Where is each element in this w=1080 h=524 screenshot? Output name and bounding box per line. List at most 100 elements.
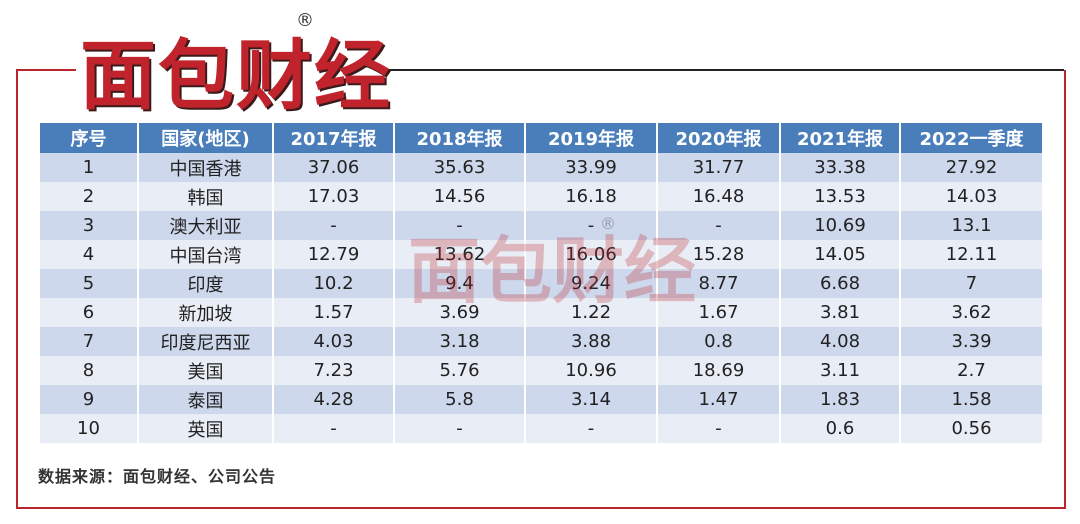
table-cell: 12.11 <box>899 240 1044 269</box>
table-cell: 8 <box>38 356 139 385</box>
table-cell: 1.58 <box>899 385 1044 414</box>
table-row: 8 美国 7.23 5.76 10.96 18.69 3.11 2.7 <box>38 356 1044 385</box>
table-cell: - <box>272 414 395 443</box>
table-cell: 7.23 <box>272 356 395 385</box>
table-cell: 1 <box>38 153 139 182</box>
table-cell: 7 <box>899 269 1044 298</box>
watermark-registered: ® <box>600 214 616 233</box>
table-cell: 3.88 <box>524 327 658 356</box>
table-cell: 35.63 <box>393 153 526 182</box>
table-cell: 10.69 <box>779 211 901 240</box>
table-cell: 4.08 <box>779 327 901 356</box>
table-cell: 10.96 <box>524 356 658 385</box>
table-cell: 13.62 <box>393 240 526 269</box>
table-cell: 3.69 <box>393 298 526 327</box>
column-header: 国家(地区) <box>137 123 274 153</box>
header-row: 序号 国家(地区) 2017年报 2018年报 2019年报 2020年报 2021年报 20… <box>38 123 1044 153</box>
table-cell: 3.11 <box>779 356 901 385</box>
table-cell: 5 <box>38 269 139 298</box>
table-cell: 6.68 <box>779 269 901 298</box>
rule <box>16 69 76 71</box>
table-cell: - <box>393 211 526 240</box>
table-cell: 6 <box>38 298 139 327</box>
table-cell: 0.6 <box>779 414 901 443</box>
table-cell: 9.24 <box>524 269 658 298</box>
table-cell: 1.67 <box>656 298 781 327</box>
table-cell: 3 <box>38 211 139 240</box>
table-row: 2 韩国 17.03 14.56 16.18 16.48 13.53 14.03 <box>38 182 1044 211</box>
table-row: 3 澳大利亚 - - - -10.69 13.1 <box>38 211 1044 240</box>
table-cell: - <box>272 211 395 240</box>
table-cell: 1.47 <box>656 385 781 414</box>
table-cell: - <box>524 414 658 443</box>
table-cell: 印度尼西亚 <box>137 327 274 356</box>
table-row: 9 泰国 4.28 5.8 3.14 1.47 1.83 1.58 <box>38 385 1044 414</box>
table-cell: 泰国 <box>137 385 274 414</box>
table-cell: 3.62 <box>899 298 1044 327</box>
table-cell: 37.06 <box>272 153 395 182</box>
table-cell: - <box>393 414 526 443</box>
table-cell: 5.76 <box>393 356 526 385</box>
data-table: 序号 国家(地区) 2017年报 2018年报 2019年报 2020年报 2021年报 20… <box>38 123 1044 443</box>
table-cell: 3.39 <box>899 327 1044 356</box>
table-cell: 8.77 <box>656 269 781 298</box>
table-cell: 10 <box>38 414 139 443</box>
source-note: 数据来源：面包财经、公司公告 <box>38 467 277 486</box>
table-cell: 0.8 <box>656 327 781 356</box>
table-cell: 3.81 <box>779 298 901 327</box>
table-cell: 9.4 <box>393 269 526 298</box>
table-cell: 5.8 <box>393 385 526 414</box>
table-cell: 澳大利亚 <box>137 211 274 240</box>
table-cell: - <box>524 211 658 240</box>
table-cell: 4.28 <box>272 385 395 414</box>
column-header: 2021年报 <box>779 123 901 153</box>
table-cell: 10.2 <box>272 269 395 298</box>
column-header: 2022一季度 <box>899 123 1044 153</box>
table-cell: 中国香港 <box>137 153 274 182</box>
table-cell: 9 <box>38 385 139 414</box>
table-cell: 2.7 <box>899 356 1044 385</box>
column-header: 2018年报 <box>393 123 526 153</box>
table-cell: 3.14 <box>524 385 658 414</box>
column-header: 2020年报 <box>656 123 781 153</box>
table-cell: 14.05 <box>779 240 901 269</box>
table-row: 4 中国台湾 12.79 13.62 16.06 15.28 14.05 12.11 <box>38 240 1044 269</box>
table-cell: 12.79 <box>272 240 395 269</box>
table-cell: 英国 <box>137 414 274 443</box>
table-cell: 7 <box>38 327 139 356</box>
registered-mark: ® <box>296 10 314 31</box>
table-cell: 中国台湾 <box>137 240 274 269</box>
column-header: 2019年报 <box>524 123 658 153</box>
table-cell: 14.03 <box>899 182 1044 211</box>
watermark: 面包财经 <box>408 229 697 313</box>
table-cell: 1.83 <box>779 385 901 414</box>
table-cell: 3.18 <box>393 327 526 356</box>
table-cell: 4.03 <box>272 327 395 356</box>
table-row: 10 英国 - - - -0.6 0.56 <box>38 414 1044 443</box>
table-cell: 2 <box>38 182 139 211</box>
table-cell: 1.57 <box>272 298 395 327</box>
table-cell: 27.92 <box>899 153 1044 182</box>
table-cell: 31.77 <box>656 153 781 182</box>
table-cell: 33.38 <box>779 153 901 182</box>
logo: 面包财经 <box>80 31 392 120</box>
column-header: 序号 <box>38 123 139 153</box>
table-cell: 新加坡 <box>137 298 274 327</box>
table-cell: 14.56 <box>393 182 526 211</box>
table-cell: 1.22 <box>524 298 658 327</box>
table-cell: 33.99 <box>524 153 658 182</box>
table-cell: 13.1 <box>899 211 1044 240</box>
table-row: 7 印度尼西亚 4.03 3.18 3.88 0.8 4.08 3.39 <box>38 327 1044 356</box>
table-cell: 13.53 <box>779 182 901 211</box>
table-row: 1 中国香港 37.06 35.63 33.99 31.77 33.38 27.92 <box>38 153 1044 182</box>
table-cell: 15.28 <box>656 240 781 269</box>
table-cell: - <box>656 211 781 240</box>
table-cell: 4 <box>38 240 139 269</box>
frame <box>16 70 1066 509</box>
table-cell: 16.48 <box>656 182 781 211</box>
rule <box>378 69 1064 71</box>
table-cell: 0.56 <box>899 414 1044 443</box>
table-cell: 韩国 <box>137 182 274 211</box>
table-row: 5 印度 10.2 9.4 9.24 8.77 6.68 7 <box>38 269 1044 298</box>
